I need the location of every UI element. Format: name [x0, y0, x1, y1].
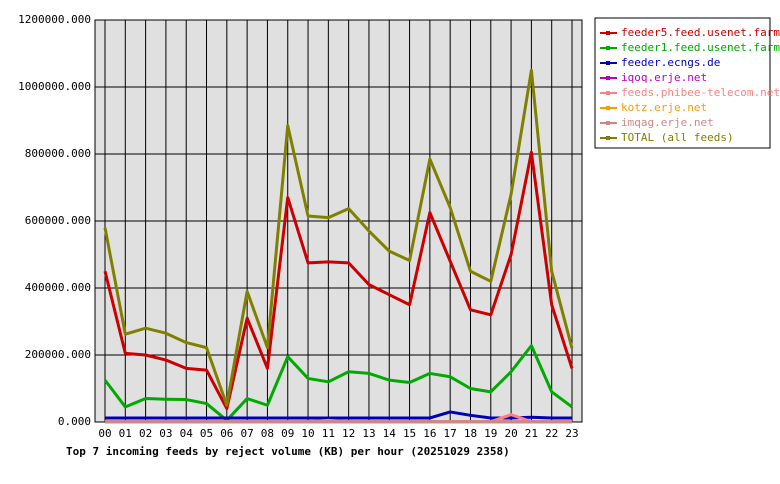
x-tick-label: 18 [464, 427, 477, 440]
x-tick-label: 12 [342, 427, 355, 440]
series-line [103, 150, 574, 411]
x-tick-label: 16 [423, 427, 436, 440]
x-tick-label: 20 [504, 427, 517, 440]
y-tick-label: 800000.000 [25, 147, 91, 160]
y-tick-label: 0.000 [58, 415, 91, 428]
x-tick-label: 17 [444, 427, 457, 440]
y-tick-label: 1200000.000 [18, 13, 91, 26]
x-tick-label: 08 [261, 427, 274, 440]
y-tick-label: 600000.000 [25, 214, 91, 227]
legend-marker [606, 31, 610, 35]
legend-marker [606, 136, 610, 140]
y-tick-label: 200000.000 [25, 348, 91, 361]
legend-label: TOTAL (all feeds) [621, 131, 734, 144]
legend-label: iqoq.erje.net [621, 71, 707, 84]
x-tick-label: 14 [383, 427, 397, 440]
legend-marker [606, 106, 610, 110]
legend-label: imqag.erje.net [621, 116, 714, 129]
x-tick-label: 06 [220, 427, 233, 440]
series-line [103, 68, 574, 407]
x-tick-label: 15 [403, 427, 416, 440]
y-tick-label: 1000000.000 [18, 80, 91, 93]
x-tick-label: 19 [484, 427, 497, 440]
legend-marker [606, 121, 610, 125]
series-line [105, 410, 572, 420]
x-tick-label: 13 [362, 427, 375, 440]
x-tick-label: 07 [241, 427, 254, 440]
legend-marker [606, 91, 610, 95]
x-tick-label: 23 [565, 427, 578, 440]
y-tick-label: 400000.000 [25, 281, 91, 294]
legend-marker [606, 61, 610, 65]
legend-label: feeds.phibee-telecom.net [621, 86, 780, 99]
legend-box [594, 17, 771, 149]
x-tick-label: 09 [281, 427, 294, 440]
x-tick-label: 05 [200, 427, 213, 440]
legend-label: feeder.ecngs.de [621, 56, 720, 69]
legend-label: kotz.erje.net [621, 101, 707, 114]
series-line [103, 344, 573, 422]
x-tick-label: 22 [545, 427, 558, 440]
x-tick-label: 01 [119, 427, 132, 440]
legend-label: feeder1.feed.usenet.farm [621, 41, 780, 54]
chart-title: Top 7 incoming feeds by reject volume (K… [66, 445, 510, 458]
x-tick-label: 02 [139, 427, 152, 440]
legend-marker [606, 46, 610, 50]
x-tick-label: 04 [180, 427, 194, 440]
legend-label: feeder5.feed.usenet.farm [621, 26, 780, 39]
x-tick-label: 11 [322, 427, 335, 440]
legend-marker [606, 76, 610, 80]
x-tick-label: 10 [301, 427, 314, 440]
x-tick-label: 21 [525, 427, 538, 440]
x-tick-label: 00 [98, 427, 111, 440]
x-tick-label: 03 [159, 427, 172, 440]
